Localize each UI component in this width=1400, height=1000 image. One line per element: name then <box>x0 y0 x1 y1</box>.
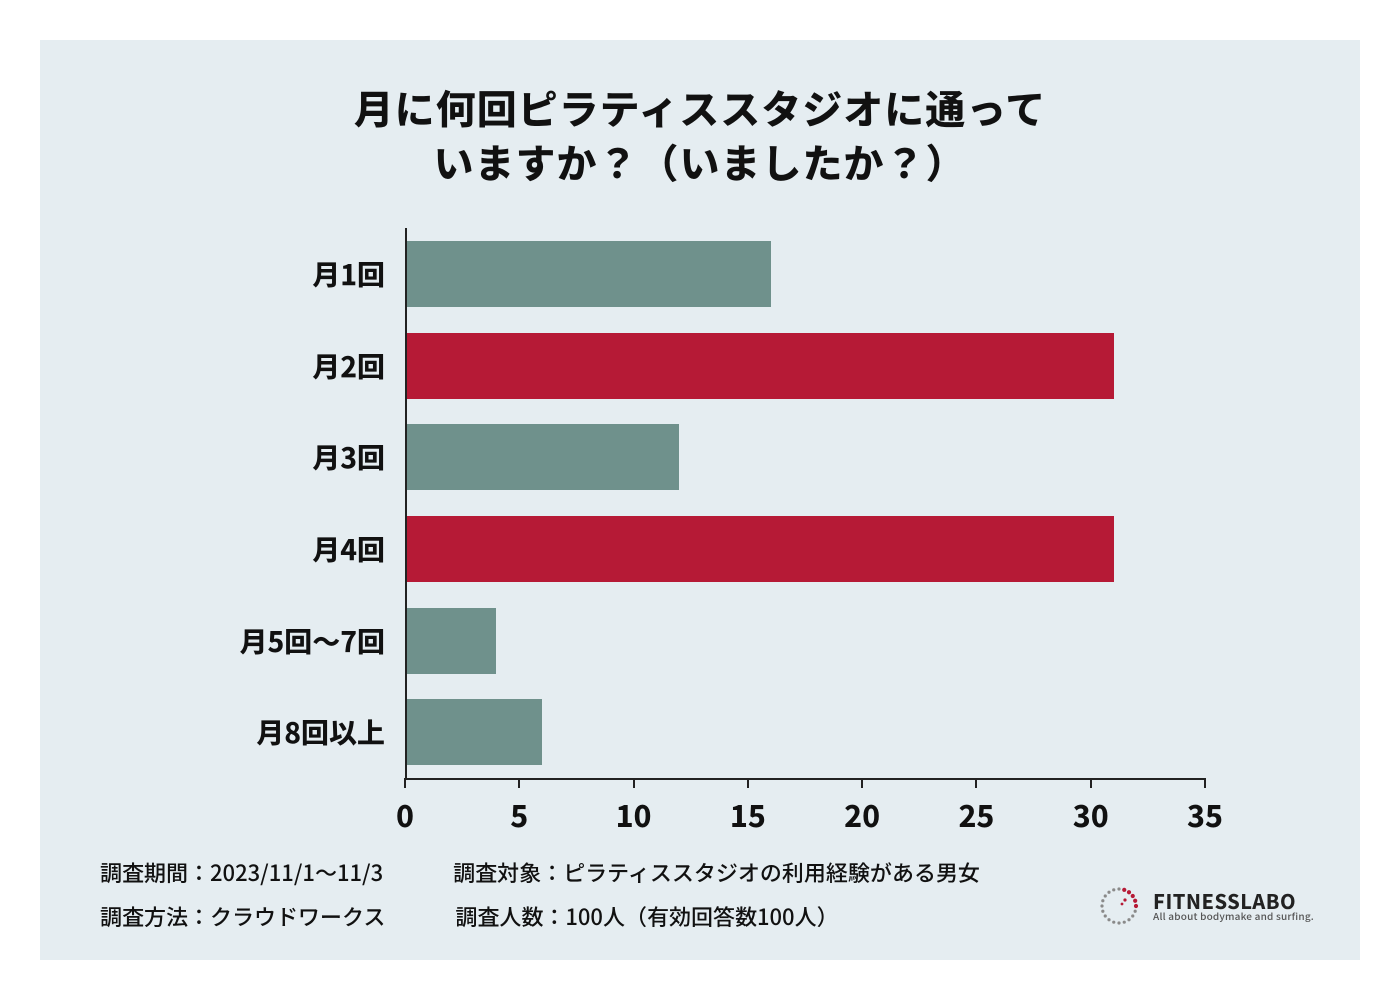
x-tick-label: 0 <box>396 792 414 836</box>
bar <box>405 424 679 490</box>
x-tick-mark <box>1090 778 1092 788</box>
x-tick-label: 10 <box>616 792 652 836</box>
survey-count: 調査人数：100人（有効回答数100人） <box>455 900 838 932</box>
x-tick-label: 5 <box>510 792 528 836</box>
x-tick-label: 30 <box>1073 792 1109 836</box>
x-tick-label: 25 <box>958 792 994 836</box>
bar <box>405 699 542 765</box>
logo-tagline: All about bodymake and surfing. <box>1153 911 1314 922</box>
bar-row: 月1回 <box>405 241 1205 307</box>
chart-area: 月1回月2回月3回月4回月5回〜7回月8回以上 05101520253035 <box>150 218 1250 858</box>
bar-row: 月3回 <box>405 424 1205 490</box>
bar-label: 月4回 <box>312 529 405 569</box>
chart-title: 月に何回ピラティススタジオに通って いますか？（いましたか？） <box>90 80 1310 188</box>
survey-period: 調査期間：2023/11/1〜11/3 <box>100 856 383 888</box>
brand-logo: FITNESSLABO All about bodymake and surfi… <box>1095 882 1314 930</box>
bar-label: 月8回以上 <box>256 712 405 752</box>
x-tick-label: 15 <box>730 792 766 836</box>
y-axis-line <box>405 228 407 778</box>
bar <box>405 333 1114 399</box>
bar <box>405 516 1114 582</box>
chart-card: 月に何回ピラティススタジオに通って いますか？（いましたか？） 月1回月2回月3… <box>40 40 1360 960</box>
x-tick-mark <box>861 778 863 788</box>
bar-row: 月2回 <box>405 333 1205 399</box>
bar-label: 月5回〜7回 <box>239 621 405 661</box>
logo-text: FITNESSLABO All about bodymake and surfi… <box>1153 890 1314 922</box>
bar <box>405 241 771 307</box>
bar-row: 月8回以上 <box>405 699 1205 765</box>
title-line2: いますか？（いましたか？） <box>434 132 967 190</box>
bar <box>405 608 496 674</box>
bar-label: 月3回 <box>312 437 405 477</box>
survey-target: 調査対象：ピラティススタジオの利用経験がある男女 <box>453 856 980 888</box>
x-tick-label: 20 <box>844 792 880 836</box>
x-tick-mark <box>747 778 749 788</box>
x-tick-mark <box>1204 778 1206 788</box>
x-tick-mark <box>518 778 520 788</box>
x-axis-ticks: 05101520253035 <box>405 778 1205 838</box>
x-tick-label: 35 <box>1187 792 1223 836</box>
plot-area: 月1回月2回月3回月4回月5回〜7回月8回以上 <box>405 228 1205 778</box>
x-tick-mark <box>633 778 635 788</box>
x-tick-mark <box>975 778 977 788</box>
x-tick-mark <box>404 778 406 788</box>
bar-row: 月5回〜7回 <box>405 608 1205 674</box>
logo-mark-icon <box>1095 882 1143 930</box>
survey-method: 調査方法：クラウドワークス <box>100 900 385 932</box>
title-line1: 月に何回ピラティススタジオに通って <box>354 78 1047 136</box>
logo-svg <box>1095 882 1143 930</box>
bar-label: 月2回 <box>312 346 405 386</box>
bar-row: 月4回 <box>405 516 1205 582</box>
bar-label: 月1回 <box>312 254 405 294</box>
